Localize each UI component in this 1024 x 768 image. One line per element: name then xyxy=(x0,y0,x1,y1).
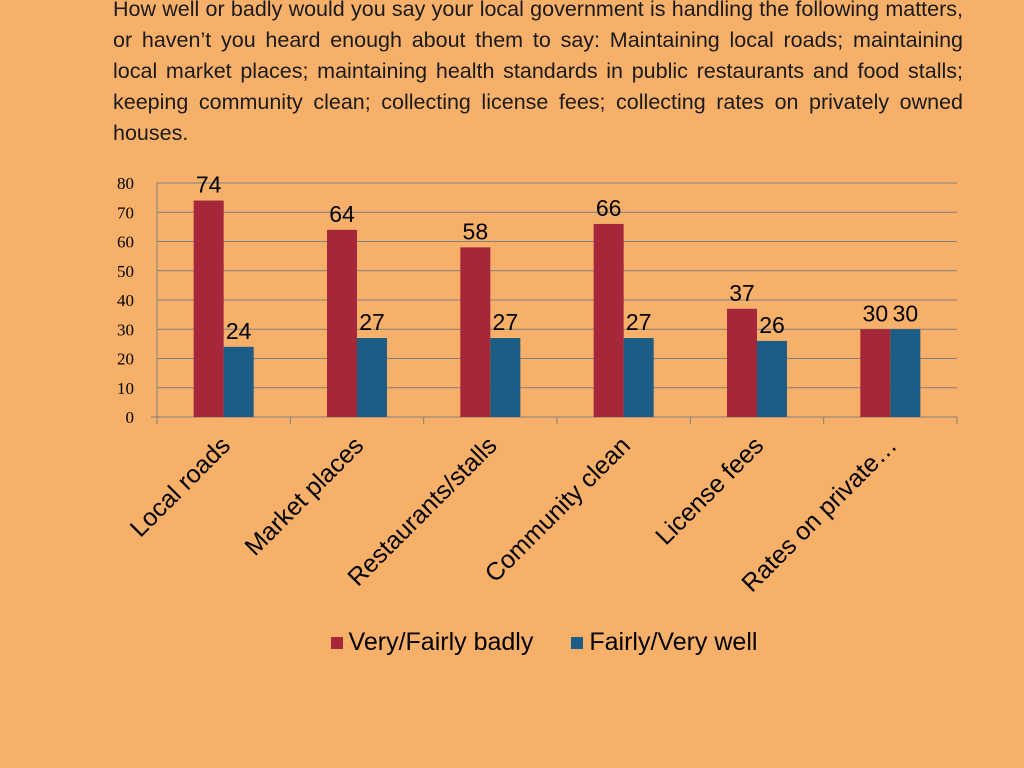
question-text: How well or badly would you say your loc… xyxy=(113,0,963,145)
y-tick-label: 20 xyxy=(117,350,134,369)
data-label: 64 xyxy=(329,201,355,227)
x-category-label: Local roads xyxy=(125,431,236,542)
bar-well xyxy=(357,338,387,417)
legend-swatch-badly xyxy=(330,636,343,649)
y-tick-label: 30 xyxy=(117,320,134,339)
x-category-label: Market places xyxy=(239,431,369,561)
legend-item-well: Fairly/Very well xyxy=(571,628,757,657)
data-label: 26 xyxy=(759,312,785,338)
y-tick-label: 10 xyxy=(117,379,134,398)
bar-well xyxy=(890,329,921,417)
data-label: 27 xyxy=(626,309,652,335)
bar-badly xyxy=(193,200,224,417)
data-label: 66 xyxy=(596,195,622,221)
legend-label-well: Fairly/Very well xyxy=(589,628,758,656)
data-label: 24 xyxy=(226,318,252,344)
bar-badly xyxy=(727,308,757,417)
x-category-label: License fees xyxy=(650,431,769,550)
bar-well xyxy=(490,338,521,417)
legend-swatch-well xyxy=(571,636,584,649)
data-label: 30 xyxy=(863,300,889,326)
legend-item-badly: Very/Fairly badly xyxy=(330,628,534,657)
y-tick-label: 80 xyxy=(117,174,134,193)
data-label: 27 xyxy=(359,309,385,335)
bar-chart: 0 10 20 30 40 50 60 70 80 74 24 Local roads 64 27 Mark… xyxy=(117,172,958,598)
data-label: 37 xyxy=(729,280,755,306)
y-tick-label: 40 xyxy=(117,291,134,310)
bar-badly xyxy=(593,223,624,417)
y-tick-label: 70 xyxy=(117,203,134,222)
y-tick-label: 0 xyxy=(126,408,135,427)
data-label: 30 xyxy=(893,300,919,326)
y-tick-label: 60 xyxy=(117,233,134,252)
data-label: 58 xyxy=(463,218,489,244)
bar-badly xyxy=(460,247,491,417)
y-tick-label: 50 xyxy=(117,262,134,281)
bar-badly xyxy=(327,229,357,417)
x-category-label: Community clean xyxy=(480,431,636,587)
data-label: 27 xyxy=(493,309,519,335)
bar-badly xyxy=(860,329,891,417)
legend-label-badly: Very/Fairly badly xyxy=(348,628,534,656)
data-label: 74 xyxy=(196,172,222,198)
chart-legend: Very/Fairly badly Fairly/Very well xyxy=(0,628,1024,657)
bar-well xyxy=(223,346,254,417)
bar-well xyxy=(623,338,654,417)
bar-well xyxy=(757,340,787,417)
